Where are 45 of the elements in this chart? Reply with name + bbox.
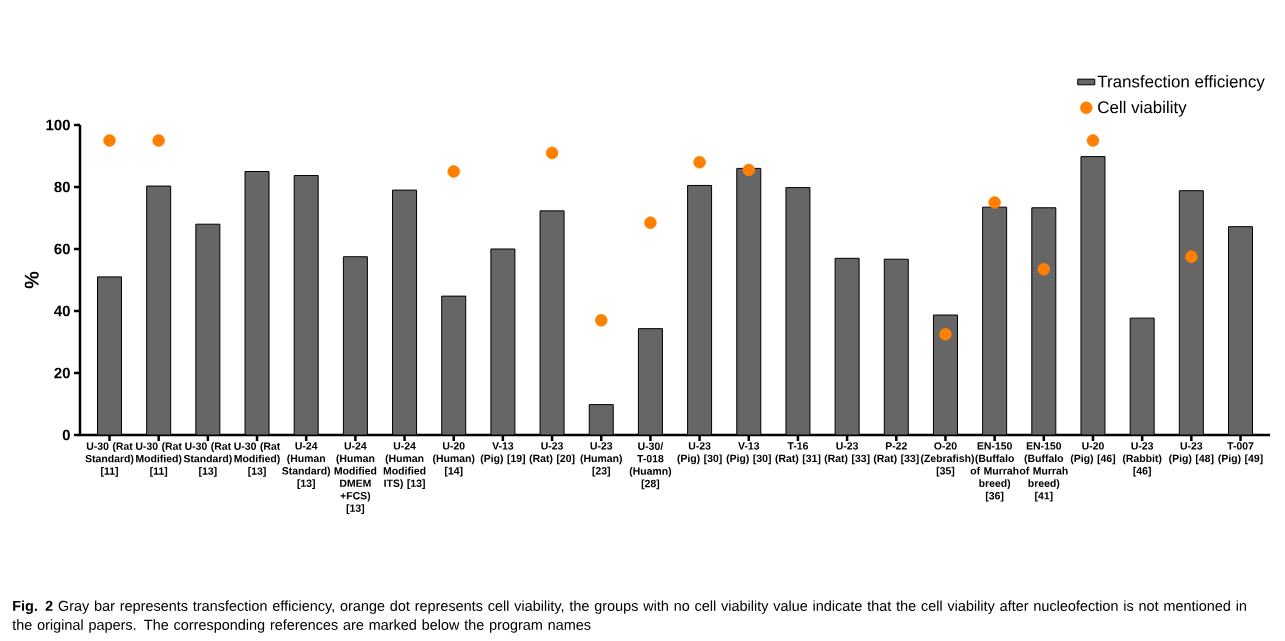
point	[1086, 134, 1100, 147]
x-tick-label: V-13 (Pig) [19]	[480, 442, 525, 465]
point	[1037, 262, 1051, 276]
x-tick-label: U-23 (Rabbit) [46]	[1122, 442, 1162, 477]
x-tick-label: P-22 (Rat) [33]	[873, 442, 919, 465]
point	[103, 134, 116, 147]
x-tick-label: U-23 (Rat) [33]	[824, 442, 870, 465]
point	[693, 156, 706, 169]
point	[152, 134, 165, 147]
x-tick-label: T-16 (Rat) [31]	[775, 442, 821, 465]
x-tick-label: U-30 (Rat Modified) [13]	[234, 442, 281, 477]
text: Fig. 2 Gray bar represents transfection efficiency, orange dot represents cell viability, the groups with no cell viability value indicate that the cell viability after nucleofection is not mentioned in the original papers. The corresponding references are marked below the program names	[12, 600, 1246, 633]
x-tick-label: U-30/ T-018 (Huamn) [28]	[629, 442, 672, 490]
x-tick-label: U-30 (Rat Standard) [13]	[183, 442, 232, 477]
point	[1185, 250, 1198, 263]
point	[595, 314, 608, 327]
y-tick-label: 40	[54, 305, 70, 317]
x-tick-label: U-20 (Pig) [46]	[1070, 442, 1116, 465]
x-tick-label: U-30 (Rat Modified) [11]	[136, 442, 182, 477]
y-tick-label: 20	[54, 367, 70, 379]
x-tick-label: U-23 (Rat) [20]	[529, 442, 575, 465]
x-tick-label: U-23 (Human) [23]	[580, 442, 622, 477]
point	[939, 328, 952, 341]
y-tick-label: 80	[54, 181, 70, 193]
x-tick-label: U-24 (Human Standard) [13]	[282, 442, 331, 490]
x-tick-label: T-007 (Pig) [49]	[1218, 442, 1263, 465]
x-tick-label: EN-150 (Buffalo of Murrah breed) [41]	[1019, 442, 1068, 502]
x-tick-label: U-24 (Human Modified ITS) [13]	[383, 442, 426, 490]
y-tick-label: 0	[62, 429, 70, 441]
point	[644, 216, 657, 229]
point	[447, 165, 460, 178]
x-tick-label: U-23 (Pig) [30]	[677, 442, 722, 465]
y-tick-label: 60	[54, 243, 70, 255]
x-tick-label: U-30 (Rat Standard) [11]	[85, 442, 134, 477]
x-tick-label: V-13 (Pig) [30]	[726, 442, 771, 465]
y-tick-label: 100	[46, 119, 70, 131]
legend-label: Transfection efficiency	[1097, 75, 1265, 91]
y-axis-title: %	[24, 271, 39, 289]
legend-label: Cell viability	[1098, 100, 1187, 117]
point	[545, 146, 559, 160]
x-tick-label: U-20 (Human) [14]	[433, 442, 475, 477]
point	[742, 163, 755, 177]
x-tick-label: U-23 (Pig) [48]	[1169, 442, 1214, 465]
x-tick-label: U-24 (Human Modified DMEM +FCS) [13]	[334, 442, 377, 514]
point	[988, 196, 1001, 209]
